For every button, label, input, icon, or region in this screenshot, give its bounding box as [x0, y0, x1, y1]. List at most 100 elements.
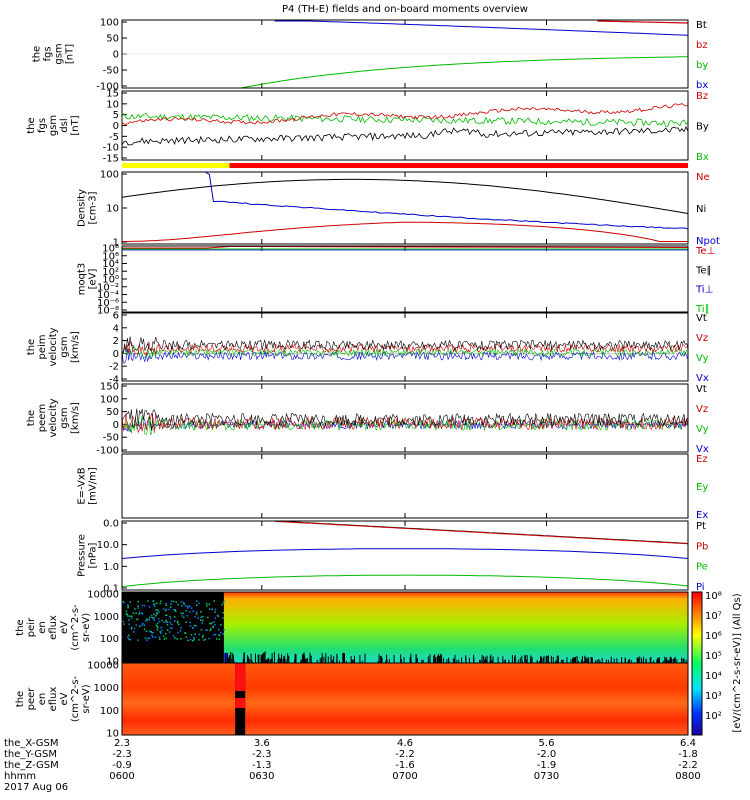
ion-flux-pixel [143, 624, 146, 626]
y-axis-label: the [15, 691, 26, 707]
ion-flux-pixel [545, 655, 547, 663]
ion-flux-pixel [306, 658, 308, 663]
ion-flux-pixel [152, 632, 154, 634]
y-tick-label: 10 [106, 99, 119, 110]
ion-flux-pixel [161, 629, 163, 632]
y-axis-label: [mV/m] [88, 467, 99, 505]
ion-flux-pixel [192, 627, 194, 629]
y-tick-label: 100 [100, 706, 119, 717]
ion-flux-pixel [156, 628, 159, 631]
ion-flux-pixel [607, 659, 609, 663]
ion-flux-pixel [316, 659, 318, 663]
ion-flux-pixel [301, 654, 303, 663]
ion-flux-pixel [160, 632, 162, 634]
electron-flux-pixel [235, 663, 246, 691]
ion-flux-pixel [486, 655, 488, 663]
ion-flux-pixel [180, 627, 182, 629]
ion-flux-pixel [263, 652, 265, 663]
ion-flux-pixel [664, 656, 666, 663]
ion-flux-pixel [126, 613, 129, 616]
y-tick-label: -100 [96, 82, 119, 93]
x-axis-row-label: the_Y-GSM [4, 749, 57, 760]
legend-ey: Ey [696, 482, 708, 493]
series-group-peim-velocity [121, 336, 689, 364]
ion-flux-pixel [216, 614, 219, 617]
y-tick-label: 5 [113, 110, 119, 121]
ion-flux-pixel [242, 659, 244, 663]
ion-flux-pixel [339, 660, 340, 663]
ion-flux-pixel [354, 655, 355, 663]
x-tick-label: -2.3 [252, 749, 272, 760]
ion-flux-pixel [652, 660, 654, 663]
ion-flux-pixel [187, 605, 189, 607]
ion-flux-pixel [572, 657, 574, 663]
legend-vz: Vz [696, 404, 708, 415]
y-tick-label: 10 [106, 204, 119, 215]
ion-flux-pixel [543, 656, 545, 663]
ion-flux-pixel [185, 632, 187, 634]
line-vz [121, 412, 689, 434]
y-tick-label: 0 [113, 349, 119, 360]
ion-flux-pixel [595, 660, 597, 663]
ion-flux-pixel [416, 658, 418, 663]
ion-flux-pixel [636, 657, 638, 663]
ion-flux-pixel [127, 606, 129, 609]
ion-flux-pixel [175, 601, 177, 603]
ion-flux-pixel [490, 654, 492, 663]
ion-flux-pixel [465, 657, 467, 663]
ion-flux-pixel [194, 633, 196, 635]
y-tick-label: 10 [106, 657, 119, 668]
ion-flux-pixel [226, 652, 228, 663]
ion-flux-pixel [146, 639, 148, 641]
ion-flux-pixel [342, 659, 344, 663]
ion-flux-pixel [601, 658, 603, 663]
ion-flux-pixel [624, 657, 626, 663]
ion-flux-pixel [580, 659, 582, 663]
ion-flux-pixel [511, 655, 513, 663]
ion-flux-pixel [127, 605, 129, 608]
ion-flux-pixel [524, 660, 526, 663]
ion-flux-pixel [497, 656, 499, 663]
ion-flux-pixel [192, 610, 194, 612]
legend-by: By [696, 122, 709, 133]
y-tick-label: 0.1 [103, 584, 119, 595]
ion-flux-pixel [429, 654, 431, 663]
y-tick-label: 10⁴ [102, 259, 119, 270]
ion-flux-pixel [468, 657, 470, 663]
ion-flux-pixel [590, 657, 592, 663]
ion-flux-pixel [621, 659, 622, 663]
ion-flux-pixel [202, 615, 204, 618]
ion-flux-pixel [214, 624, 216, 626]
spectrogram-peir [121, 591, 689, 664]
ion-flux-pixel [230, 651, 232, 663]
ion-flux-pixel [138, 611, 141, 613]
ion-flux-pixel [596, 659, 598, 663]
ion-flux-pixel [353, 659, 355, 663]
ion-flux-pixel [521, 655, 523, 663]
ion-flux-pixel [151, 634, 153, 637]
ion-flux-pixel [198, 633, 200, 636]
ion-flux-gap [122, 592, 224, 663]
y-axis-label: gsm [54, 43, 65, 64]
ion-flux-pixel [628, 659, 630, 663]
legend-vy: Vy [696, 353, 709, 364]
legend-pb: Pb [696, 541, 708, 552]
ion-flux-pixel [165, 609, 167, 612]
ion-flux-pixel [161, 619, 163, 622]
y-axis-label: Density [77, 189, 88, 227]
ion-flux-pixel [171, 627, 173, 629]
ion-flux-pixel [361, 660, 363, 663]
y-tick-label: -5 [109, 132, 119, 143]
ion-flux-pixel [613, 658, 615, 663]
ion-flux-pixel [122, 620, 124, 623]
ion-flux-pixel [676, 659, 678, 663]
ion-flux-pixel [479, 659, 481, 663]
ion-flux-pixel [342, 654, 344, 663]
ion-flux-pixel [438, 655, 440, 663]
ion-flux-pixel [670, 659, 672, 663]
ion-flux-pixel [674, 658, 676, 663]
y-axis-label: en [37, 693, 48, 706]
y-axis-label: sr-eV) [81, 613, 92, 642]
y-axis-label: Pressure [77, 534, 88, 577]
ion-flux-pixel [388, 659, 390, 663]
